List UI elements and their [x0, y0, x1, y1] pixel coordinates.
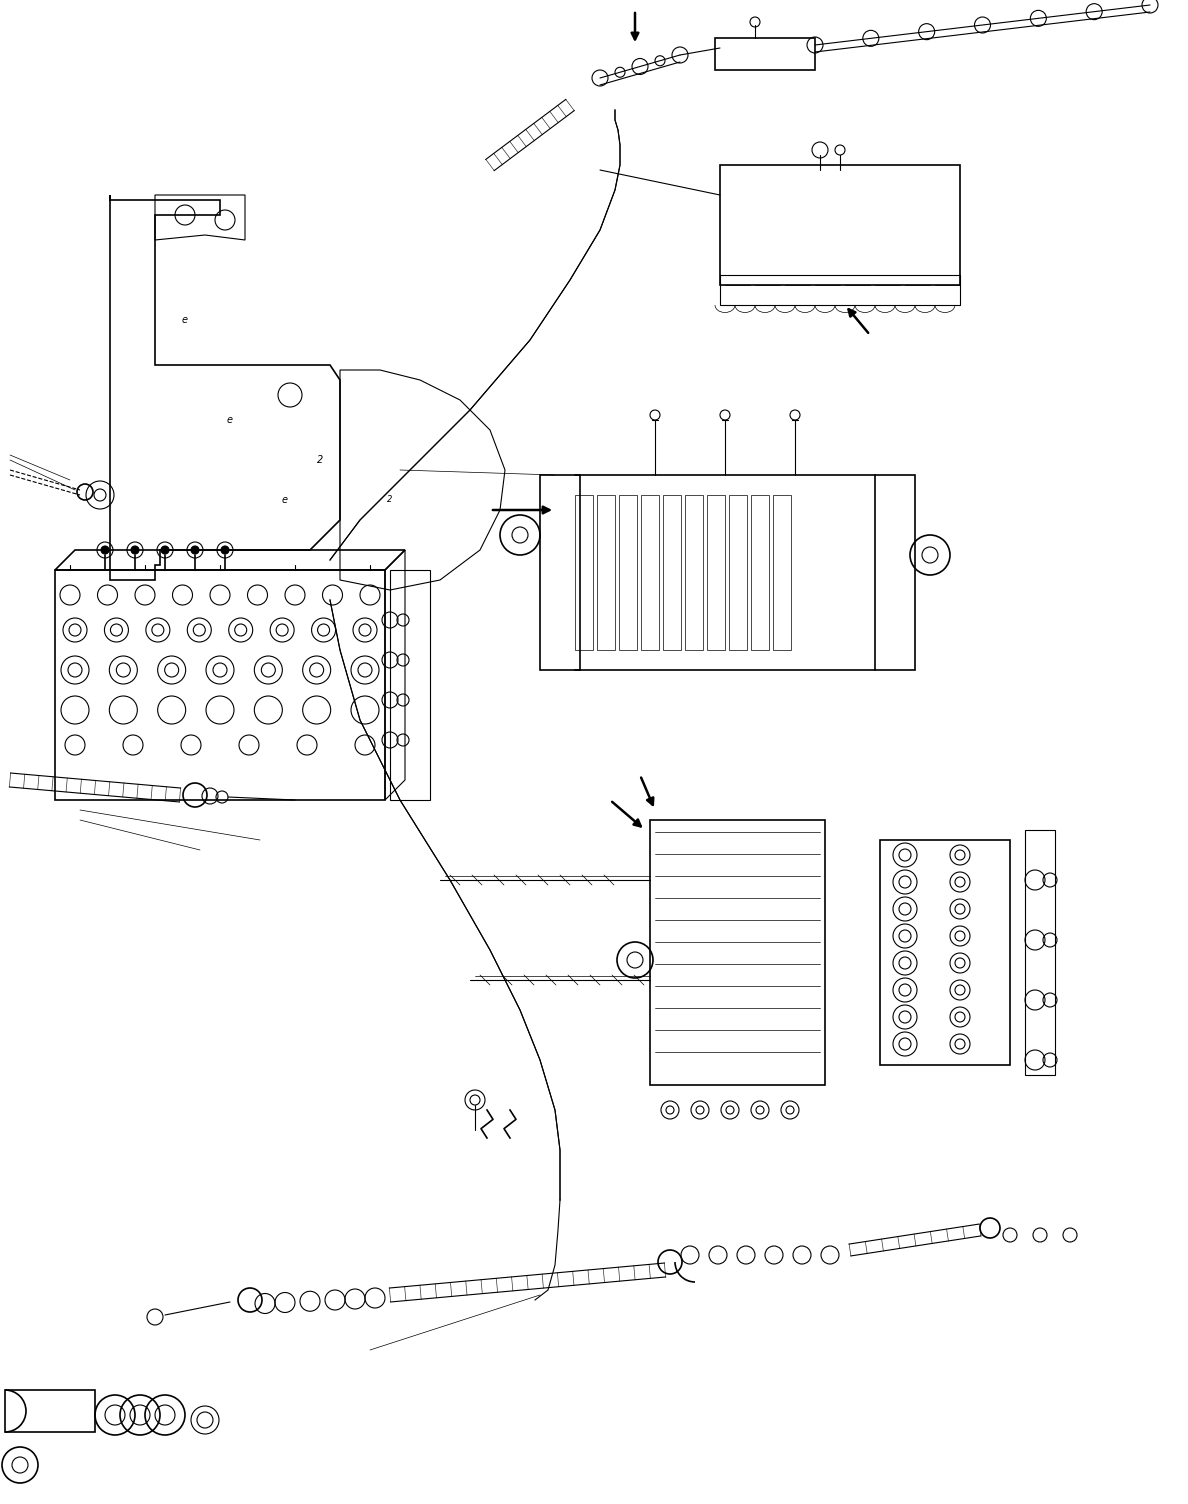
Circle shape — [191, 546, 200, 553]
Bar — [642, 495, 659, 650]
Bar — [663, 495, 681, 650]
Bar — [685, 495, 703, 650]
Text: e: e — [182, 314, 188, 325]
Bar — [715, 38, 815, 71]
Bar — [751, 495, 769, 650]
Bar — [598, 495, 615, 650]
Circle shape — [131, 546, 139, 553]
Bar — [773, 495, 791, 650]
Text: e: e — [227, 415, 233, 426]
Bar — [575, 495, 593, 650]
Bar — [880, 841, 1010, 1065]
Bar — [5, 1390, 95, 1432]
Bar — [619, 495, 637, 650]
Bar — [720, 275, 960, 305]
Bar — [1025, 830, 1055, 1075]
Bar — [55, 570, 385, 800]
Circle shape — [221, 546, 229, 553]
Bar — [390, 570, 430, 800]
Bar — [720, 165, 960, 284]
Bar — [707, 495, 725, 650]
Bar — [541, 475, 580, 669]
Text: 2: 2 — [317, 456, 323, 465]
Text: 2: 2 — [387, 495, 393, 504]
Bar — [650, 820, 824, 1084]
Bar — [729, 495, 747, 650]
Bar — [876, 475, 915, 669]
Circle shape — [101, 546, 109, 553]
Circle shape — [162, 546, 169, 553]
Text: e: e — [282, 495, 287, 505]
